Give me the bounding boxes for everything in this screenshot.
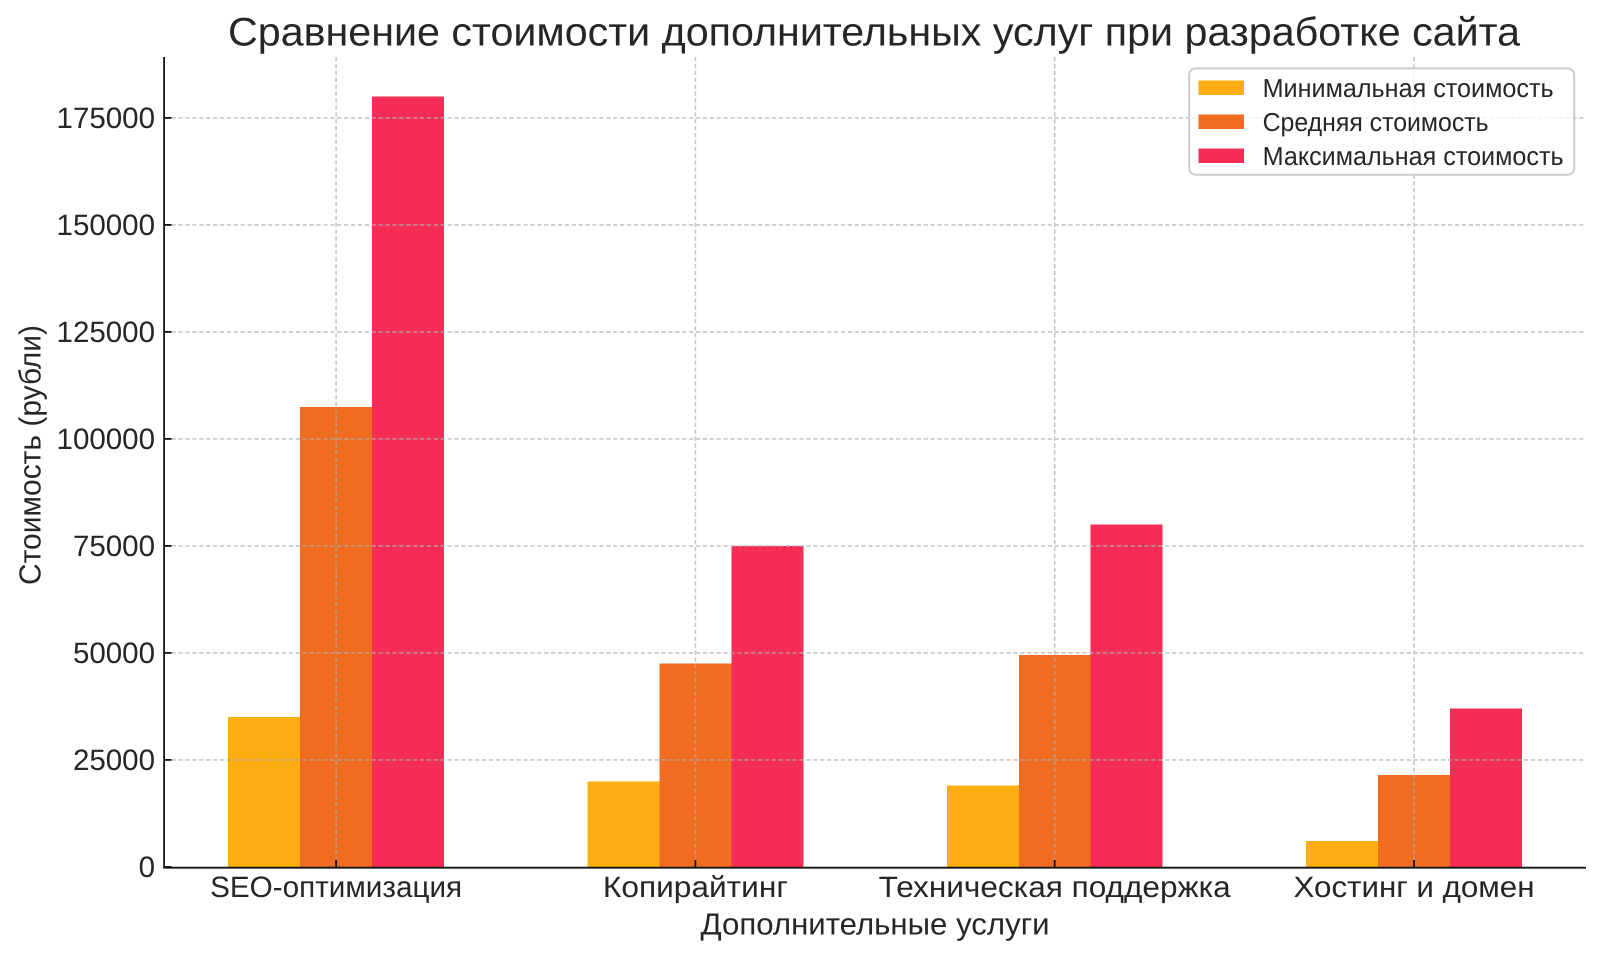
svg-text:Дополнительные услуги: Дополнительные услуги	[701, 908, 1050, 942]
svg-text:Сравнение стоимости дополнител: Сравнение стоимости дополнительных услуг…	[228, 11, 1521, 55]
svg-text:50000: 50000	[73, 637, 155, 670]
svg-text:0: 0	[139, 851, 155, 884]
svg-text:25000: 25000	[73, 744, 155, 777]
svg-text:100000: 100000	[57, 423, 155, 456]
svg-text:Максимальная стоимость: Максимальная стоимость	[1263, 141, 1564, 171]
svg-text:Стоимость (рубли): Стоимость (рубли)	[14, 325, 48, 585]
svg-text:Копирайтинг: Копирайтинг	[603, 871, 788, 904]
svg-text:125000: 125000	[57, 316, 155, 349]
svg-text:Средняя стоимость: Средняя стоимость	[1263, 107, 1489, 137]
svg-text:Минимальная стоимость: Минимальная стоимость	[1263, 73, 1554, 103]
svg-text:Хостинг и домен: Хостинг и домен	[1294, 871, 1535, 904]
svg-text:75000: 75000	[73, 530, 155, 563]
svg-text:SEO-оптимизация: SEO-оптимизация	[210, 871, 462, 904]
svg-text:175000: 175000	[57, 102, 155, 135]
svg-text:Техническая поддержка: Техническая поддержка	[879, 871, 1232, 904]
svg-text:150000: 150000	[57, 209, 155, 242]
